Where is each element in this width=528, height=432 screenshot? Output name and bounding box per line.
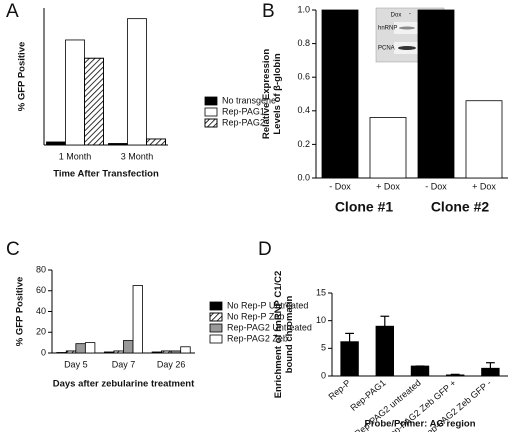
- x-tick-label: + Dox: [472, 181, 496, 191]
- legend-swatch: [209, 323, 223, 333]
- y-tick-label: 5: [321, 343, 326, 353]
- y-tick-label: 0.6: [297, 72, 310, 82]
- bar: [465, 100, 503, 179]
- legend-hatch: [209, 312, 223, 322]
- bar: [445, 374, 465, 377]
- y-tick-label: 0.4: [297, 105, 310, 115]
- bar: [132, 285, 143, 354]
- bar: [375, 325, 395, 377]
- legend-swatch: [204, 107, 218, 117]
- panel-letter: A: [6, 1, 19, 22]
- bar: [151, 351, 163, 354]
- y-tick-label: 0.2: [297, 139, 310, 149]
- y-axis-label: % GFP Positive: [17, 42, 28, 112]
- panel-letter: B: [262, 1, 275, 22]
- y-axis-label: Enrichment of hnRNP C1/C2: [273, 271, 284, 399]
- group-label: Clone #1: [335, 199, 394, 215]
- legend-swatch: [209, 334, 223, 344]
- x-tick-label: + Dox: [376, 181, 400, 191]
- bar-hatch: [161, 350, 172, 354]
- legend-label: Rep-PAG1: [222, 106, 265, 116]
- x-tick-label: 3 Month: [121, 151, 154, 161]
- y-tick-label: 0: [41, 347, 46, 357]
- bar: [84, 342, 96, 354]
- y-tick-label: 0.8: [297, 38, 310, 48]
- x-axis-label: Time After Transfection: [53, 169, 159, 180]
- y-tick-label: 1.0: [297, 4, 310, 14]
- inset-row: PCNA: [378, 46, 395, 52]
- x-tick-label: - Dox: [329, 181, 351, 191]
- x-tick-label: 1 Month: [59, 151, 92, 161]
- y-tick-label: 60: [36, 285, 46, 295]
- inset-minus: -: [409, 12, 411, 18]
- panel-letter: C: [6, 239, 20, 260]
- bar: [127, 18, 147, 146]
- inset-header: Dox: [391, 13, 402, 19]
- bar: [65, 39, 85, 146]
- x-axis-label: Days after zebularine treatment: [53, 379, 195, 390]
- bar: [410, 365, 430, 377]
- x-tick-label: Day 5: [64, 359, 88, 369]
- bar: [108, 143, 128, 146]
- bar: [369, 117, 407, 179]
- y-axis-label: Relative Expression: [261, 49, 272, 139]
- x-tick-label: Rep-P: [326, 378, 352, 402]
- y-tick-label: 0: [321, 370, 326, 380]
- group-label: Clone #2: [431, 199, 490, 215]
- x-tick-label: Day 7: [112, 359, 136, 369]
- legend-label: Rep-PAG2 Untreated: [227, 322, 312, 332]
- inset-row: hnRNP: [378, 26, 397, 32]
- bar: [180, 346, 191, 354]
- legend-swatch: [204, 96, 218, 106]
- x-tick-label: - Dox: [425, 181, 447, 191]
- bar: [104, 351, 115, 354]
- x-tick-label: Day 26: [157, 359, 186, 369]
- y-axis-label: % GFP Positive: [15, 277, 26, 347]
- y-tick-label: 40: [36, 306, 46, 316]
- y-tick-label: 80: [36, 264, 46, 274]
- y-tick-label: 15: [316, 287, 326, 297]
- x-axis-label: Probe/Primer: AG region: [364, 419, 475, 430]
- y-tick-label: 20: [36, 327, 46, 337]
- bar: [56, 352, 67, 354]
- legend-label: Rep-PAG2: [222, 117, 265, 127]
- panel-letter: D: [258, 239, 272, 260]
- bar-hatch: [146, 138, 166, 146]
- bar-hatch: [113, 350, 124, 354]
- bar: [340, 341, 359, 377]
- legend-label: No Rep-P Zeb: [227, 311, 284, 321]
- bar: [46, 141, 66, 146]
- bar-hatch: [84, 57, 104, 146]
- legend-label: No transgene: [222, 95, 276, 105]
- bar: [321, 9, 359, 179]
- bar-hatch: [65, 350, 77, 354]
- bar: [123, 340, 134, 354]
- y-axis-label: bound chromatin: [284, 296, 295, 374]
- legend-swatch: [209, 301, 223, 311]
- bar: [417, 9, 455, 179]
- legend-label: No Rep-P Untreated: [227, 300, 308, 310]
- bar: [170, 350, 182, 354]
- legend-label: Rep-PAG2 Zeb: [227, 333, 288, 343]
- y-axis-label: Levels of β-globin: [272, 53, 283, 134]
- y-tick-label: 10: [316, 315, 326, 325]
- legend-hatch: [204, 118, 218, 128]
- y-tick-label: 0.0: [297, 172, 310, 182]
- bar: [481, 367, 500, 377]
- bar: [75, 343, 86, 354]
